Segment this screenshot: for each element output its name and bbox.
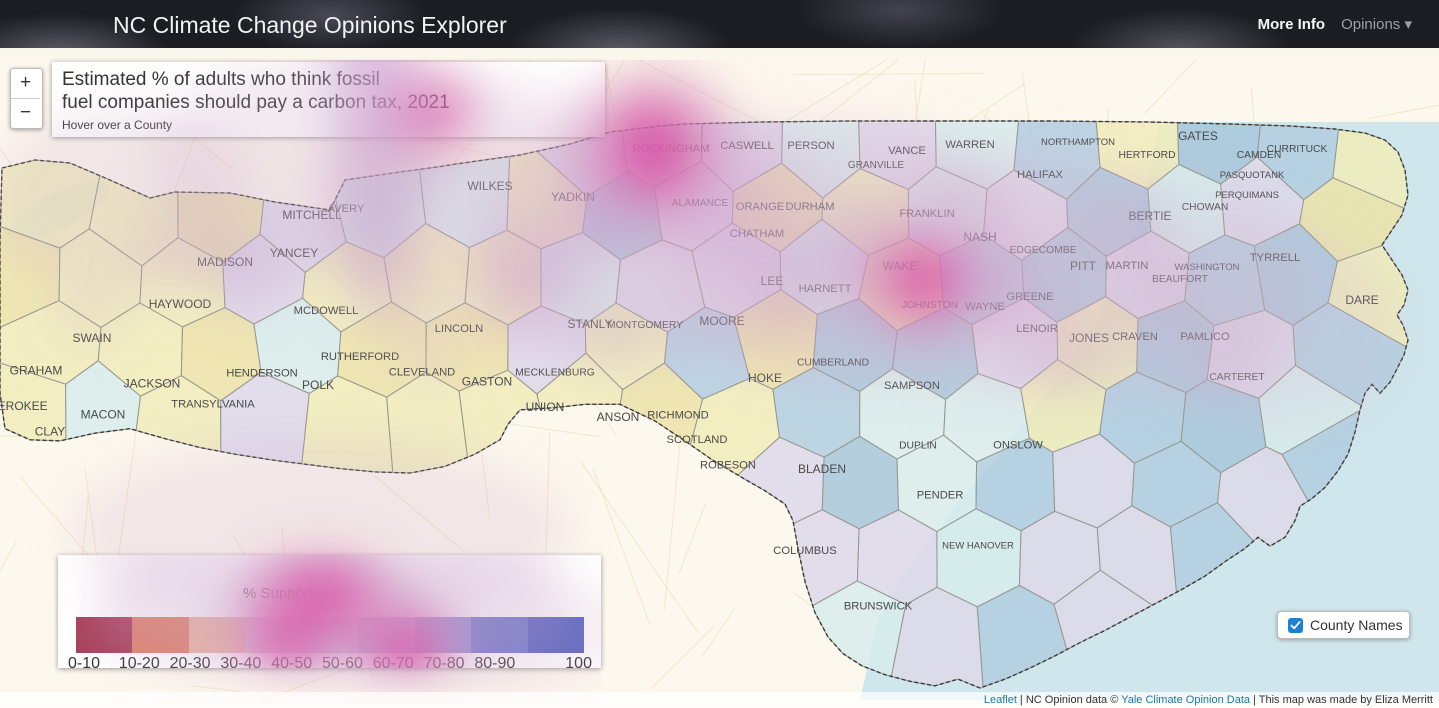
svg-text:CRAVEN: CRAVEN [1112, 331, 1158, 343]
svg-text:JACKSON: JACKSON [124, 377, 181, 391]
svg-text:GREENE: GREENE [1006, 291, 1053, 303]
svg-text:DUPLIN: DUPLIN [899, 441, 937, 452]
svg-text:BLADEN: BLADEN [798, 462, 846, 476]
svg-text:ORANGE: ORANGE [736, 201, 785, 213]
svg-text:COLUMBUS: COLUMBUS [773, 545, 836, 557]
svg-text:RICHMOND: RICHMOND [647, 410, 709, 422]
svg-text:ALAMANCE: ALAMANCE [672, 198, 729, 209]
svg-text:CLEVELAND: CLEVELAND [389, 367, 456, 379]
svg-text:CHOWAN: CHOWAN [1182, 202, 1229, 213]
svg-text:PAMLICO: PAMLICO [1180, 331, 1230, 343]
svg-text:HOKE: HOKE [748, 371, 782, 385]
svg-text:HALIFAX: HALIFAX [1017, 169, 1064, 181]
svg-text:MARTIN: MARTIN [1106, 260, 1149, 272]
svg-text:CURRITUCK: CURRITUCK [1267, 144, 1328, 155]
svg-text:SWAIN: SWAIN [73, 331, 112, 345]
svg-text:CASWELL: CASWELL [720, 140, 773, 152]
svg-text:DURHAM: DURHAM [785, 201, 834, 213]
svg-text:WAKE: WAKE [883, 259, 918, 273]
svg-text:JOHNSTON: JOHNSTON [902, 300, 958, 311]
svg-text:BERTIE: BERTIE [1128, 209, 1171, 223]
svg-text:JONES: JONES [1069, 331, 1109, 345]
svg-text:ROBESON: ROBESON [700, 460, 756, 472]
svg-text:BEAUFORT: BEAUFORT [1152, 274, 1209, 285]
svg-text:SAMPSON: SAMPSON [884, 380, 940, 392]
svg-text:PITT: PITT [1070, 259, 1097, 273]
svg-text:FRANKLIN: FRANKLIN [899, 208, 954, 220]
svg-text:HARNETT: HARNETT [799, 283, 852, 295]
svg-text:ONSLOW: ONSLOW [993, 440, 1043, 452]
svg-text:YADKIN: YADKIN [551, 190, 595, 204]
svg-text:TRANSYLVANIA: TRANSYLVANIA [171, 399, 255, 411]
svg-text:CHATHAM: CHATHAM [730, 228, 784, 240]
svg-text:LENOIR: LENOIR [1016, 323, 1058, 335]
svg-text:VANCE: VANCE [888, 145, 926, 157]
svg-text:SCOTLAND: SCOTLAND [667, 434, 728, 446]
svg-text:AVERY: AVERY [328, 203, 365, 215]
svg-text:WARREN: WARREN [945, 139, 994, 151]
svg-text:ROCKINGHAM: ROCKINGHAM [632, 143, 709, 155]
svg-text:PERSON: PERSON [787, 140, 834, 152]
svg-text:WAYNE: WAYNE [965, 301, 1005, 313]
svg-text:NORTHAMPTON: NORTHAMPTON [1041, 137, 1115, 148]
svg-text:WASHINGTON: WASHINGTON [1175, 262, 1240, 273]
svg-text:GATES: GATES [1178, 129, 1218, 143]
svg-text:LINCOLN: LINCOLN [435, 323, 484, 335]
svg-text:NEW HANOVER: NEW HANOVER [942, 540, 1014, 551]
svg-text:MCDOWELL: MCDOWELL [294, 305, 359, 317]
svg-text:PERQUIMANS: PERQUIMANS [1215, 190, 1279, 201]
svg-text:WILKES: WILKES [467, 179, 512, 193]
svg-text:HAYWOOD: HAYWOOD [149, 297, 212, 311]
svg-text:MACON: MACON [81, 408, 126, 422]
svg-text:MOORE: MOORE [699, 314, 744, 328]
svg-text:CARTERET: CARTERET [1209, 372, 1265, 383]
svg-text:UNION: UNION [526, 400, 565, 414]
svg-text:BRUNSWICK: BRUNSWICK [844, 600, 913, 612]
svg-text:HENDERSON: HENDERSON [226, 368, 297, 380]
svg-text:YANCEY: YANCEY [270, 246, 318, 260]
svg-text:MECKLENBURG: MECKLENBURG [515, 368, 595, 379]
svg-text:HERTFORD: HERTFORD [1118, 150, 1175, 161]
svg-text:GRANVILLE: GRANVILLE [848, 160, 904, 171]
svg-text:MONTGOMERY: MONTGOMERY [607, 320, 683, 331]
svg-text:LEE: LEE [761, 274, 784, 288]
svg-text:STANLY: STANLY [568, 317, 613, 331]
svg-text:CHEROKEE: CHEROKEE [0, 399, 48, 413]
svg-text:NASH: NASH [963, 230, 996, 244]
svg-text:MADISON: MADISON [197, 255, 253, 269]
svg-text:RUTHERFORD: RUTHERFORD [321, 351, 399, 363]
svg-text:TYRRELL: TYRRELL [1250, 252, 1300, 264]
svg-text:GRAHAM: GRAHAM [10, 363, 63, 377]
svg-text:PENDER: PENDER [917, 490, 964, 502]
svg-text:ANSON: ANSON [597, 410, 640, 424]
svg-text:CUMBERLAND: CUMBERLAND [797, 358, 869, 369]
svg-text:POLK: POLK [302, 378, 334, 392]
svg-text:EDGECOMBE: EDGECOMBE [1010, 245, 1077, 256]
svg-text:CLAY: CLAY [35, 424, 65, 438]
svg-text:DARE: DARE [1345, 293, 1378, 307]
svg-text:GASTON: GASTON [462, 374, 512, 388]
svg-text:PASQUOTANK: PASQUOTANK [1220, 170, 1285, 181]
